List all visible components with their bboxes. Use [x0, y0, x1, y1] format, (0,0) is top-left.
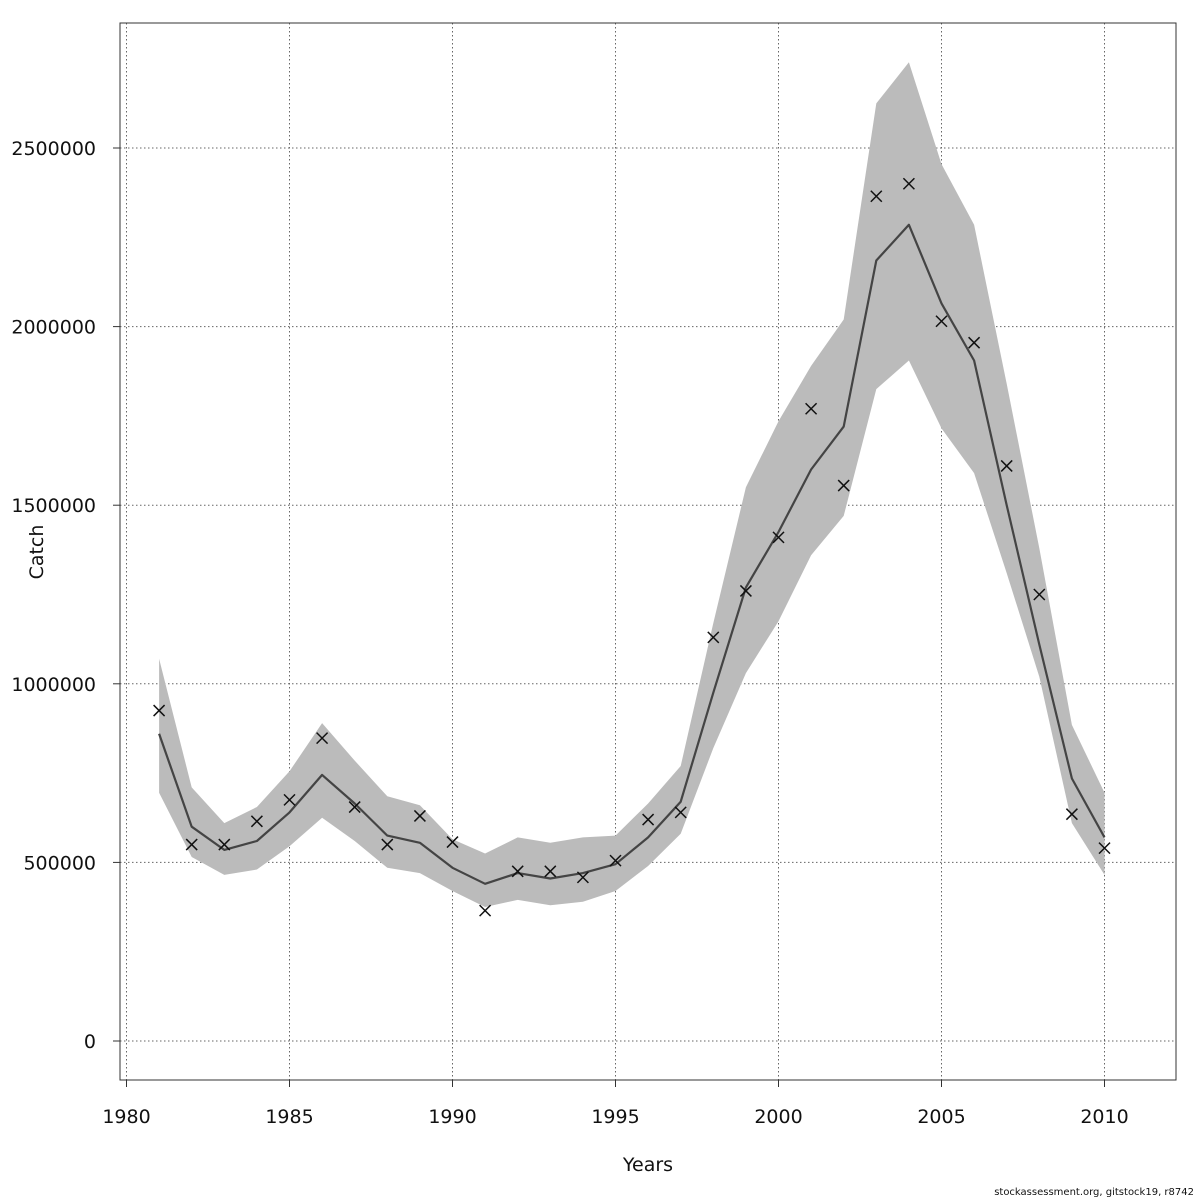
observed-point — [805, 402, 818, 415]
observed-point — [283, 793, 296, 806]
observed-point — [707, 631, 720, 644]
y-tick-label: 2000000 — [11, 317, 96, 339]
y-tick-label: 2500000 — [11, 138, 96, 160]
observed-point — [446, 836, 459, 849]
y-axis-label: Catch — [26, 525, 48, 580]
x-tick-label: 2005 — [917, 1106, 965, 1128]
x-tick-label: 1985 — [265, 1106, 313, 1128]
observed-point — [479, 904, 492, 917]
estimate-line-path — [158, 223, 1106, 885]
x-axis-ticks: 1980 1985 1990 1995 2000 2005 2010 — [102, 1080, 1129, 1128]
x-tick-label: 1980 — [102, 1106, 150, 1128]
observed-point — [544, 865, 557, 878]
observed-point — [381, 838, 394, 851]
observed-point — [1065, 808, 1078, 821]
x-axis-label: Years — [622, 1154, 673, 1176]
observed-point — [870, 190, 883, 203]
observed-point — [218, 838, 231, 851]
observed-point — [316, 732, 329, 745]
confidence-band-area — [159, 62, 1105, 908]
estimate-line — [158, 223, 1106, 885]
observed-point — [250, 815, 263, 828]
observed-point — [576, 871, 589, 884]
x-tick-label: 1990 — [428, 1106, 476, 1128]
plot-frame — [119, 22, 1177, 1081]
observed-point — [1000, 459, 1013, 472]
observed-point — [935, 315, 948, 328]
observed-point — [739, 584, 752, 597]
observed-point — [674, 806, 687, 819]
credit-text: stockassessment.org, gitstock19, r8742 — [994, 1187, 1194, 1198]
x-tick-label: 2010 — [1080, 1106, 1128, 1128]
x-tick-label: 1995 — [591, 1106, 639, 1128]
observed-point — [413, 809, 426, 822]
confidence-band — [159, 62, 1105, 908]
y-axis-ticks: 0 500000 1000000 1500000 2000000 2500000 — [11, 138, 120, 1053]
observed-points — [153, 177, 1111, 917]
observed-point — [772, 531, 785, 544]
y-tick-label: 1000000 — [11, 674, 96, 696]
observed-point — [968, 336, 981, 349]
x-tick-label: 2000 — [754, 1106, 802, 1128]
observed-point — [902, 177, 915, 190]
observed-point — [642, 813, 655, 826]
y-tick-label: 0 — [84, 1031, 96, 1053]
observed-point — [609, 854, 622, 867]
observed-point — [1033, 588, 1046, 601]
observed-point — [348, 801, 361, 814]
observed-point — [1098, 842, 1111, 855]
observed-point — [837, 479, 850, 492]
y-tick-label: 500000 — [23, 852, 96, 874]
observed-point — [153, 704, 166, 717]
observed-point — [185, 838, 198, 851]
observed-point — [511, 865, 524, 878]
y-tick-label: 1500000 — [11, 495, 96, 517]
